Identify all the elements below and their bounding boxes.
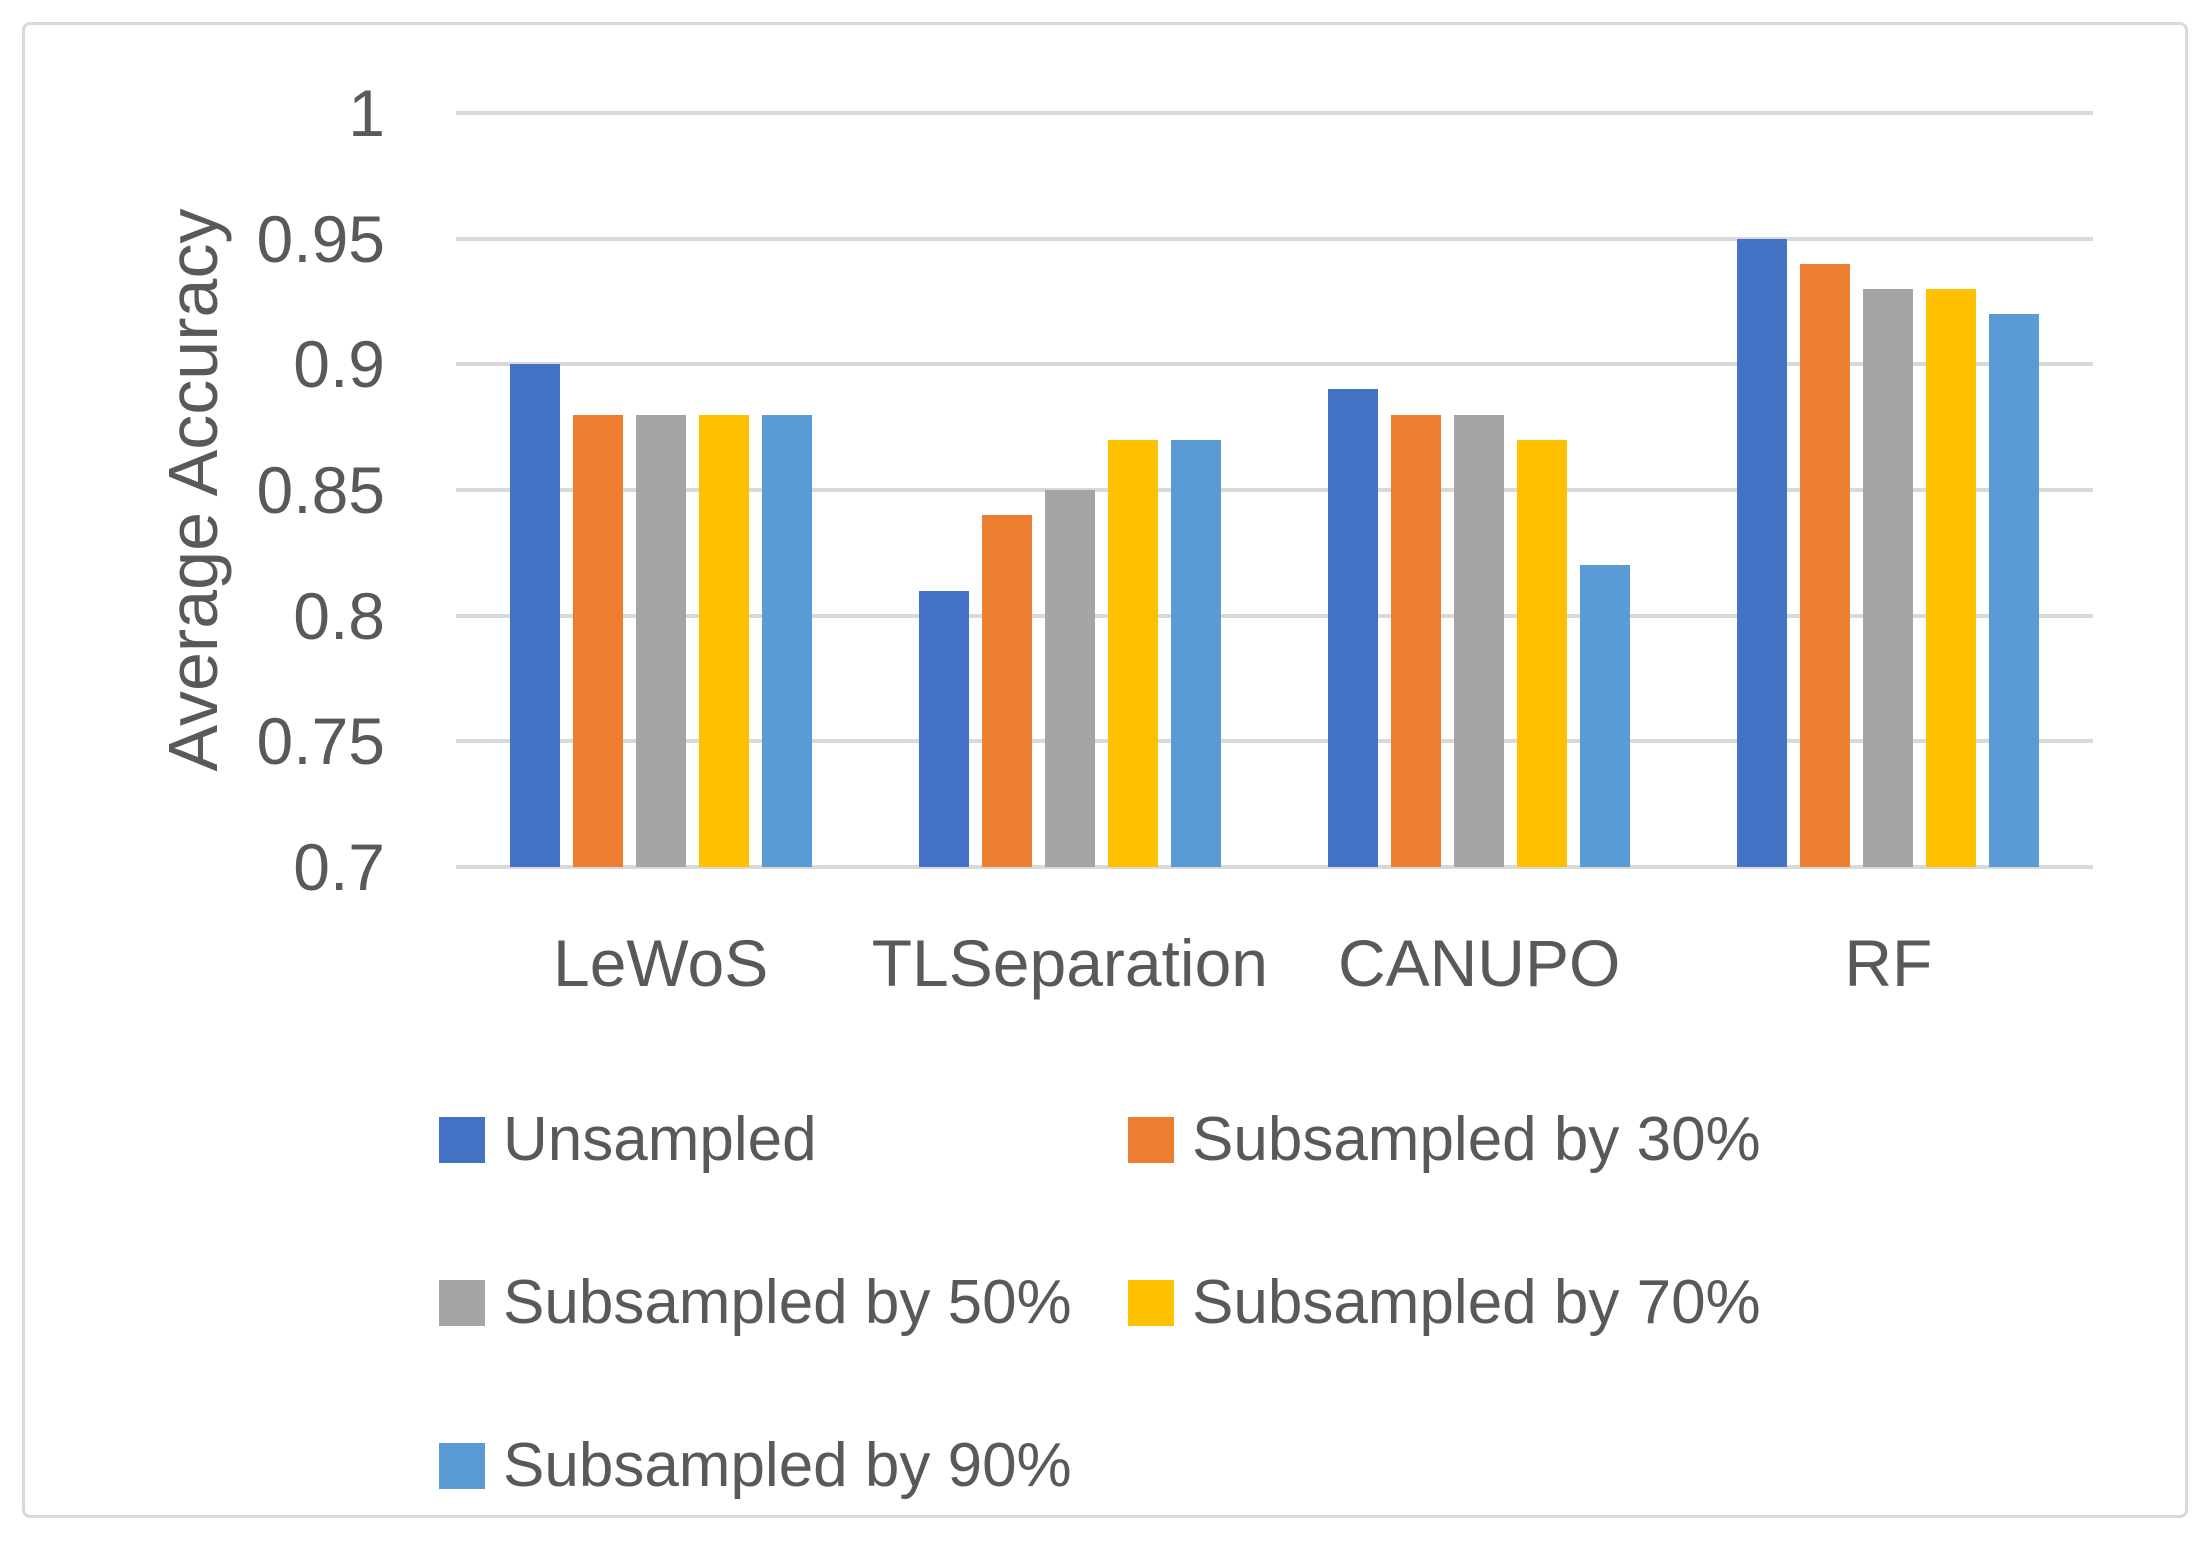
bar-RF-subsampled-by-70- [1926,288,1977,867]
bar-LeWoS-subsampled-by-50- [635,414,686,867]
gridline-0.95 [456,236,2093,241]
x-category-label-lewos: LeWoS [553,926,769,1000]
legend-item-subsampled-30: Subsampled by 30% [1128,1104,1761,1175]
legend-item-subsampled-70: Subsampled by 70% [1128,1267,1761,1338]
x-category-label-tlseparation: TLSeparation [871,926,1268,1000]
x-category-label-canupo: CANUPO [1337,926,1621,1000]
bar-LeWoS-subsampled-by-90- [761,414,812,867]
legend-swatch-unsampled [439,1116,485,1163]
bar-TLSeparation-unsampled [918,590,969,867]
gridline-0.8 [456,613,2093,618]
legend: Unsampled Subsampled by 30% Subsampled b… [439,1104,1761,1501]
legend-item-subsampled-90: Subsampled by 90% [439,1430,1128,1501]
legend-item-subsampled-50: Subsampled by 50% [439,1267,1128,1338]
bar-TLSeparation-subsampled-by-70- [1107,439,1158,867]
y-tick-label-0.9: 0.9 [293,327,385,402]
legend-swatch-subsampled-70 [1128,1279,1174,1326]
bar-CANUPO-unsampled [1328,389,1379,867]
y-tick-label-0.85: 0.85 [256,453,385,527]
bar-CANUPO-subsampled-by-90- [1580,565,1631,867]
gridline-0.75 [456,739,2093,744]
legend-label-subsampled-30: Subsampled by 30% [1192,1105,1761,1174]
gridline-0.7 [456,865,2093,869]
gridline-1 [456,111,2093,115]
legend-swatch-subsampled-50 [439,1279,485,1326]
y-tick-label-0.8: 0.8 [293,578,385,653]
bar-LeWoS-unsampled [509,364,560,867]
bar-TLSeparation-subsampled-by-50- [1044,490,1095,867]
bar-RF-subsampled-by-30- [1800,263,1851,867]
bar-RF-subsampled-by-50- [1863,288,1914,867]
bar-TLSeparation-subsampled-by-30- [981,515,1032,867]
legend-label-subsampled-90: Subsampled by 90% [503,1431,1072,1500]
y-tick-label-0.75: 0.75 [256,704,385,779]
gridline-0.9 [456,362,2093,367]
bar-CANUPO-subsampled-by-50- [1454,414,1505,867]
bar-CANUPO-subsampled-by-70- [1517,439,1568,867]
bar-TLSeparation-subsampled-by-90- [1170,439,1221,867]
x-category-label-rf: RF [1844,926,1933,1000]
bar-RF-unsampled [1737,238,1788,867]
bar-CANUPO-subsampled-by-30- [1391,414,1442,867]
legend-swatch-subsampled-90 [439,1442,485,1489]
plot-area [456,111,2093,869]
legend-label-subsampled-50: Subsampled by 50% [503,1268,1072,1337]
legend-swatch-subsampled-30 [1128,1116,1174,1163]
gridline-0.85 [456,488,2093,492]
legend-label-unsampled: Unsampled [503,1105,817,1174]
legend-item-unsampled: Unsampled [439,1104,1128,1175]
bar-LeWoS-subsampled-by-70- [698,414,749,867]
bar-RF-subsampled-by-90- [1989,314,2040,867]
y-tick-label-0.7: 0.7 [293,830,385,904]
legend-label-subsampled-70: Subsampled by 70% [1192,1268,1761,1337]
y-tick-label-0.95: 0.95 [256,201,385,276]
y-tick-label-1: 1 [348,76,385,150]
bar-LeWoS-subsampled-by-30- [572,414,623,867]
